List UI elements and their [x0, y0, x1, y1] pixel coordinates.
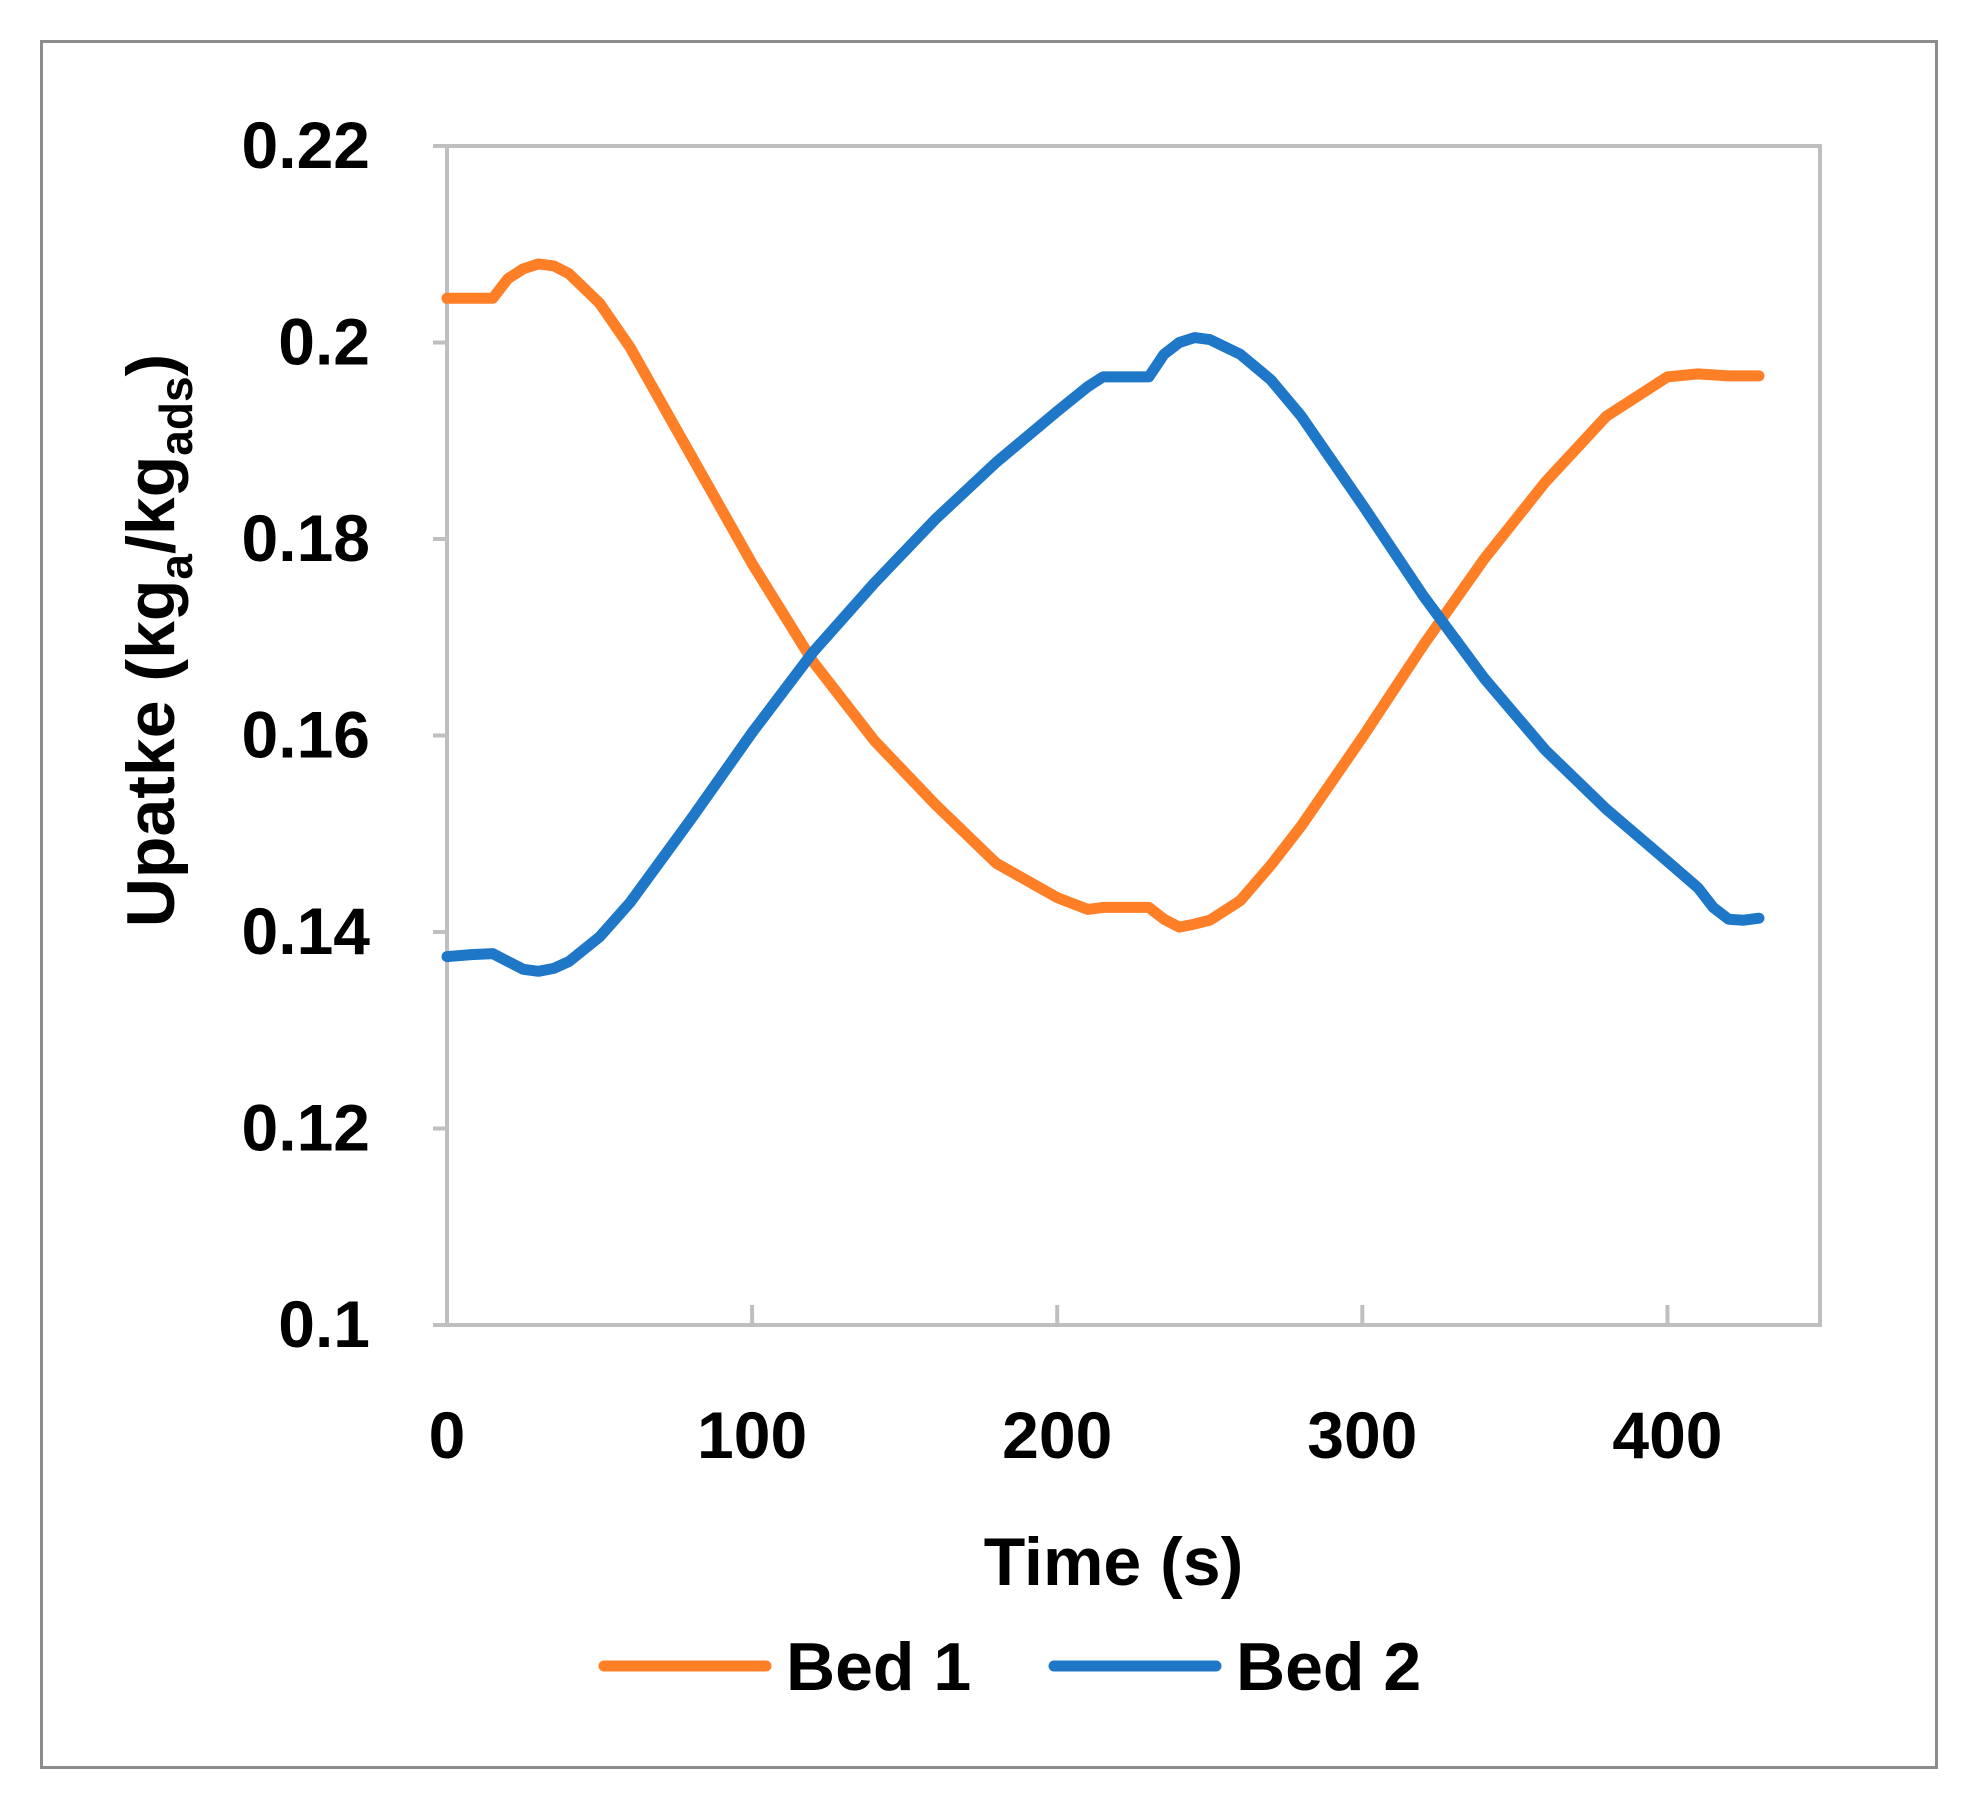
y-axis-title-sub2: ads [150, 376, 202, 455]
y-axis-title-mid: /kg [113, 456, 189, 554]
x-tick-label: 100 [697, 1398, 807, 1472]
series-line-bed-2 [441, 332, 1765, 977]
y-tick-label: 0.12 [242, 1091, 370, 1165]
y-axis-ticks: 0.1 0.12 0.14 0.16 0.18 0.2 0.22 [242, 108, 447, 1361]
y-tick-label: 0.18 [242, 501, 370, 575]
y-tick-label: 0.14 [242, 894, 371, 968]
chart-frame [40, 40, 1938, 1769]
series-line-bed-1 [441, 258, 1765, 933]
y-axis-title: Upatke (kga/kgads) [113, 354, 202, 927]
y-tick-label: 0.22 [242, 108, 370, 182]
plot-area [445, 144, 1822, 1327]
x-tick-label: 0 [429, 1398, 466, 1472]
y-axis-title-end: ) [113, 354, 189, 377]
legend: Bed 1 Bed 2 [598, 1629, 1421, 1705]
y-axis-title-sub1: a [150, 554, 202, 580]
x-tick-label: 200 [1002, 1398, 1112, 1472]
y-tick-label: 0.2 [278, 305, 370, 379]
x-axis-ticks: 0 100 200 300 400 [429, 1305, 1723, 1472]
y-axis-title-main: Upatke (kg [113, 580, 189, 928]
legend-label-bed-2: Bed 2 [1236, 1629, 1421, 1705]
y-tick-label: 0.16 [242, 698, 370, 772]
plot-area-border [445, 144, 1822, 1327]
x-axis-title: Time (s) [984, 1524, 1243, 1600]
y-tick-label: 0.1 [278, 1287, 370, 1361]
x-tick-label: 300 [1307, 1398, 1417, 1472]
series-lines [441, 258, 1765, 977]
legend-label-bed-1: Bed 1 [786, 1629, 971, 1705]
x-tick-label: 400 [1612, 1398, 1722, 1472]
